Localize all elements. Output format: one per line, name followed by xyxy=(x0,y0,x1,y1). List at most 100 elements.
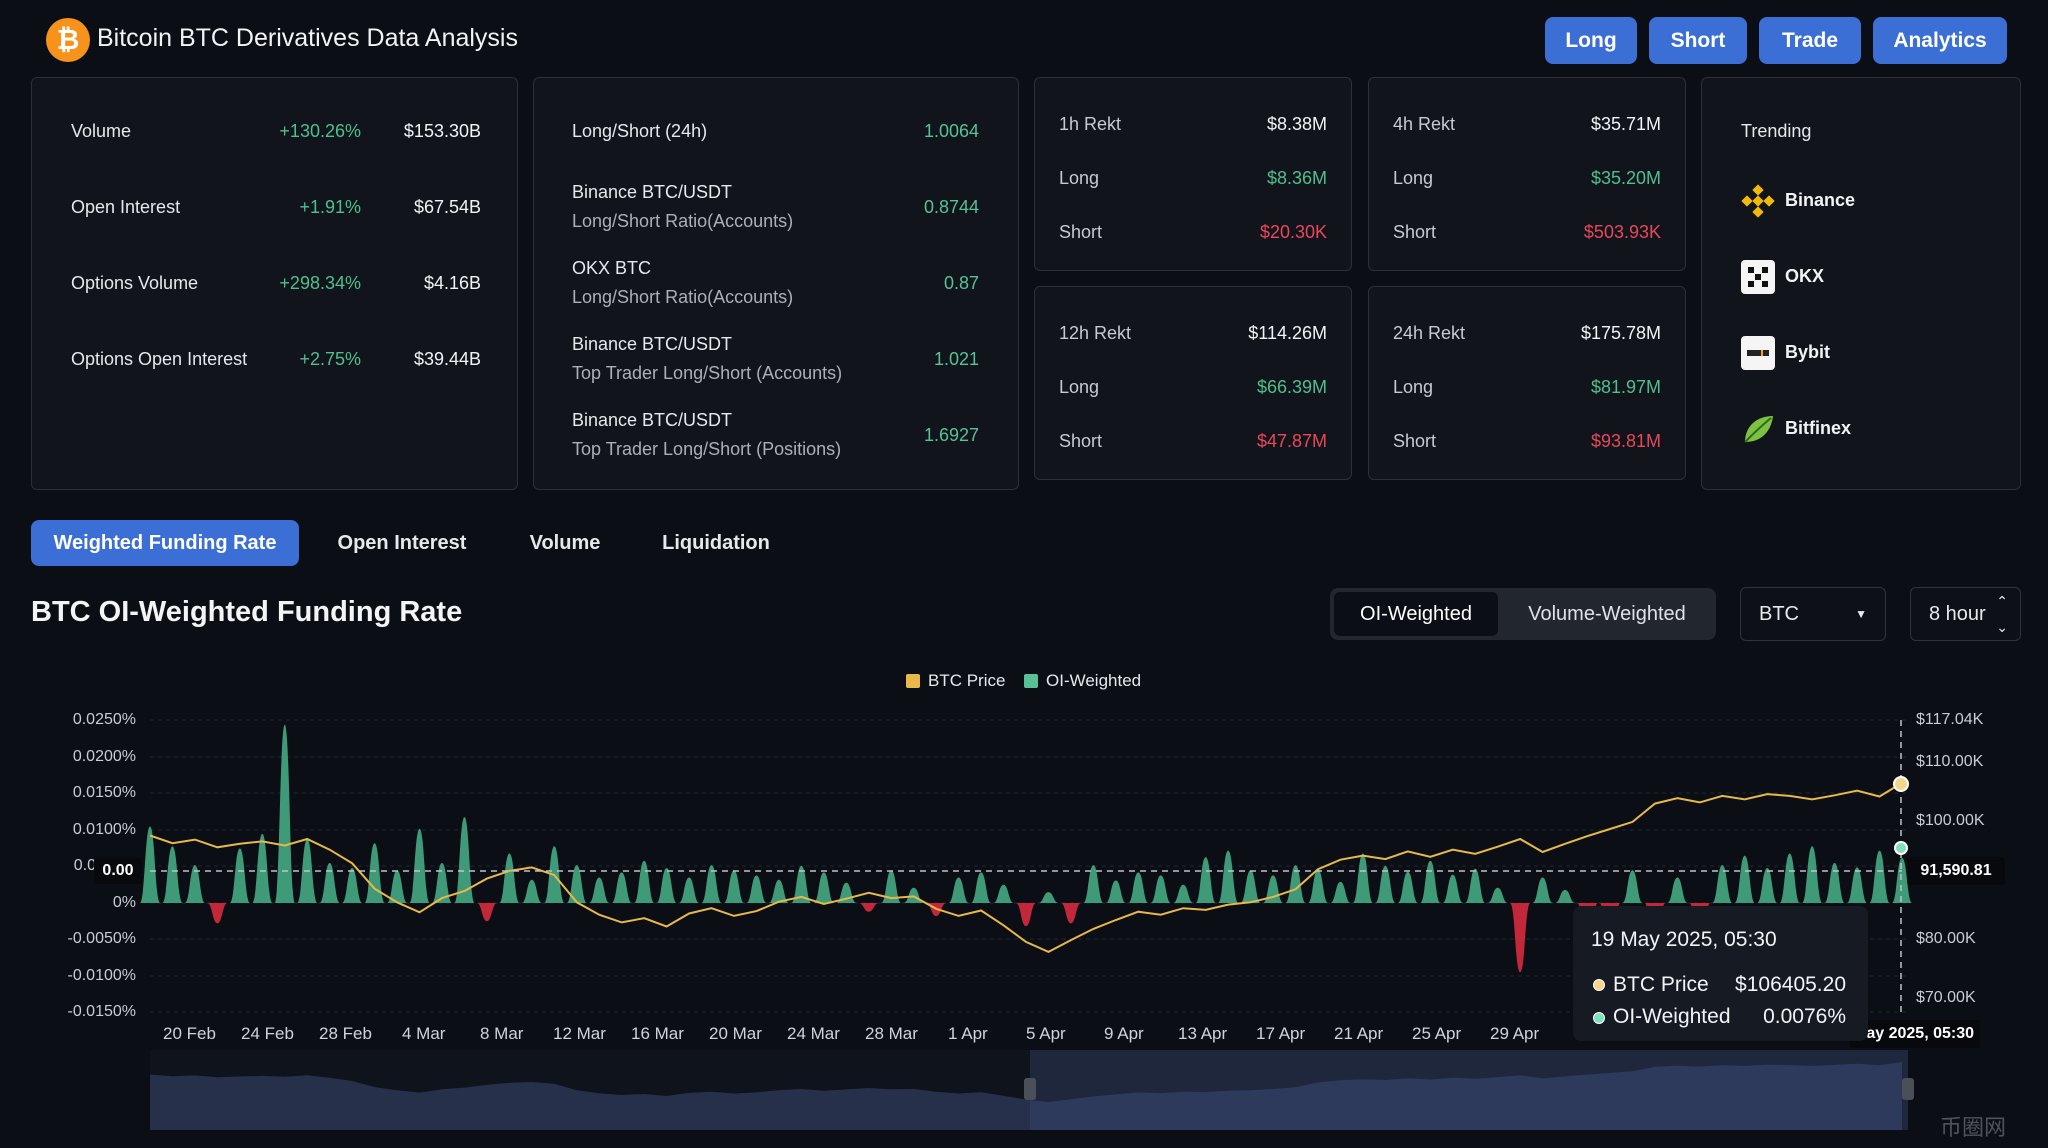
stat-label: Volume xyxy=(71,121,132,141)
funding-rate-bar xyxy=(1330,881,1351,903)
coin-select[interactable]: BTC ▼ xyxy=(1740,587,1886,641)
rekt-short-label: Short xyxy=(1059,431,1103,451)
funding-rate-bar xyxy=(791,865,812,903)
tooltip-oi-value: 0.0076% xyxy=(1763,1005,1846,1028)
rekt-long-value: $35.20M xyxy=(1590,168,1661,188)
x-tick: 25 Apr xyxy=(1412,1024,1462,1043)
rekt-long-label: Long xyxy=(1393,377,1434,397)
navigator-selection[interactable] xyxy=(1030,1050,1908,1130)
tab-liquidation[interactable]: Liquidation xyxy=(662,532,770,554)
funding-rate-bar xyxy=(566,865,587,903)
trending-item-label: Bitfinex xyxy=(1785,418,1852,438)
x-tick: 16 Mar xyxy=(631,1024,684,1043)
navigator-right-handle[interactable] xyxy=(1902,1078,1914,1100)
x-tick: 28 Feb xyxy=(319,1024,372,1043)
rekt-short-value: $93.81M xyxy=(1590,431,1661,451)
funding-rate-bar xyxy=(1510,903,1531,973)
tab-volume[interactable]: Volume xyxy=(529,532,601,554)
funding-rate-bar xyxy=(589,877,610,903)
funding-rate-bar xyxy=(499,853,520,903)
ratio-sublabel: Long/Short Ratio(Accounts) xyxy=(572,211,794,231)
trending-item-label: Bybit xyxy=(1785,342,1830,362)
funding-rate-bar xyxy=(1420,860,1441,903)
funding-rate-bar xyxy=(1015,903,1037,927)
stat-value: $4.16B xyxy=(423,273,481,293)
analytics-button[interactable]: Analytics xyxy=(1873,17,2007,64)
stat-change: +298.34% xyxy=(279,273,361,293)
x-tick: 17 Apr xyxy=(1256,1024,1306,1043)
funding-rate-bar xyxy=(252,833,273,903)
funding-rate-bar xyxy=(274,724,295,903)
funding-rate-bar xyxy=(656,868,677,903)
x-tick: 9 Apr xyxy=(1104,1024,1144,1043)
x-tick: 12 Mar xyxy=(553,1024,606,1043)
funding-rate-bar xyxy=(1105,880,1126,903)
crosshair-zero-tag: 0.00 xyxy=(94,858,142,884)
funding-rate-bar xyxy=(1375,865,1396,903)
y-tick-right: $80.00K xyxy=(1916,930,1976,947)
funding-rate-bar xyxy=(746,875,767,903)
x-tick: 5 Apr xyxy=(1026,1024,1066,1043)
funding-rate-bar xyxy=(970,872,992,903)
rekt-long-label: Long xyxy=(1059,168,1100,188)
toggle-oi-weighted[interactable]: OI-Weighted xyxy=(1334,592,1498,636)
funding-rate-bar xyxy=(207,903,228,924)
interval-select[interactable]: 8 hour ⌃ ⌄ xyxy=(1910,587,2021,641)
funding-rate-bar xyxy=(229,848,250,903)
funding-rate-bar xyxy=(1195,857,1216,903)
funding-rate-bar xyxy=(881,870,902,903)
toggle-volume-weighted[interactable]: Volume-Weighted xyxy=(1528,603,1686,625)
stat-value: $39.44B xyxy=(413,349,481,369)
rekt-short-value: $47.87M xyxy=(1256,431,1327,451)
funding-rate-bar xyxy=(1173,884,1194,903)
btc-price-line xyxy=(149,782,1903,954)
funding-rate-bar xyxy=(611,872,632,903)
funding-rate-bar xyxy=(1622,870,1643,903)
long-button[interactable]: Long xyxy=(1545,17,1637,64)
funding-rate-bar xyxy=(1128,872,1149,903)
ratio-sublabel: Long/Short Ratio(Accounts) xyxy=(572,287,794,307)
ratio-value: 0.8744 xyxy=(923,197,979,217)
rekt-total: $114.26M xyxy=(1248,323,1327,343)
navigator-left-handle[interactable] xyxy=(1024,1078,1036,1100)
x-tick: 1 Apr xyxy=(948,1024,988,1043)
funding-rate-bar xyxy=(1824,862,1845,903)
y-tick-left: -0.0150% xyxy=(67,1003,137,1020)
funding-rate-bar xyxy=(858,903,879,912)
funding-rate-bar xyxy=(184,865,206,903)
binance-icon xyxy=(1741,184,1775,218)
ratio-value: 0.87 xyxy=(943,273,979,293)
y-tick-left: -0.0100% xyxy=(67,967,137,984)
tab-weighted-funding-rate[interactable]: Weighted Funding Rate xyxy=(31,520,299,566)
tab-open-interest[interactable]: Open Interest xyxy=(337,532,467,554)
funding-rate-bar xyxy=(319,862,340,903)
rekt-card-12h: 12h Rekt $114.26M Long $66.39M Short $47… xyxy=(1034,286,1352,480)
stat-change: +2.75% xyxy=(299,349,361,369)
funding-rate-bar xyxy=(1869,850,1890,903)
y-tick-left: 0.0200% xyxy=(72,748,136,765)
trade-button[interactable]: Trade xyxy=(1759,17,1861,64)
legend-label-price[interactable]: BTC Price xyxy=(928,671,1006,690)
legend-label-oi[interactable]: OI-Weighted xyxy=(1046,671,1142,690)
x-tick: 28 Mar xyxy=(865,1024,918,1043)
stat-label: Options Open Interest xyxy=(71,349,248,369)
ratio-label: Long/Short (24h) xyxy=(572,121,708,141)
x-tick: 21 Apr xyxy=(1334,1024,1384,1043)
short-button[interactable]: Short xyxy=(1649,17,1747,64)
y-tick-left: 0.0150% xyxy=(72,784,136,801)
trending-item-label: OKX xyxy=(1785,266,1825,286)
y-tick-right: $117.04K xyxy=(1916,711,1984,728)
trending-title: Trending xyxy=(1741,121,1812,141)
ratio-value: 1.0064 xyxy=(923,121,979,141)
funding-rate-bar xyxy=(813,872,834,903)
tooltip-oi-label: OI-Weighted xyxy=(1613,1005,1731,1028)
funding-rate-bar xyxy=(162,846,183,903)
rekt-card-24h: 24h Rekt $175.78M Long $81.97M Short $93… xyxy=(1368,286,1686,480)
ratio-label: Binance BTC/USDT xyxy=(572,410,733,430)
x-tick: 20 Feb xyxy=(163,1024,216,1043)
legend-swatch-oi xyxy=(1024,674,1038,688)
y-tick-left: -0.0050% xyxy=(67,930,137,947)
ratio-value: 1.021 xyxy=(933,349,979,369)
y-tick-left: 0.0 xyxy=(73,857,96,874)
